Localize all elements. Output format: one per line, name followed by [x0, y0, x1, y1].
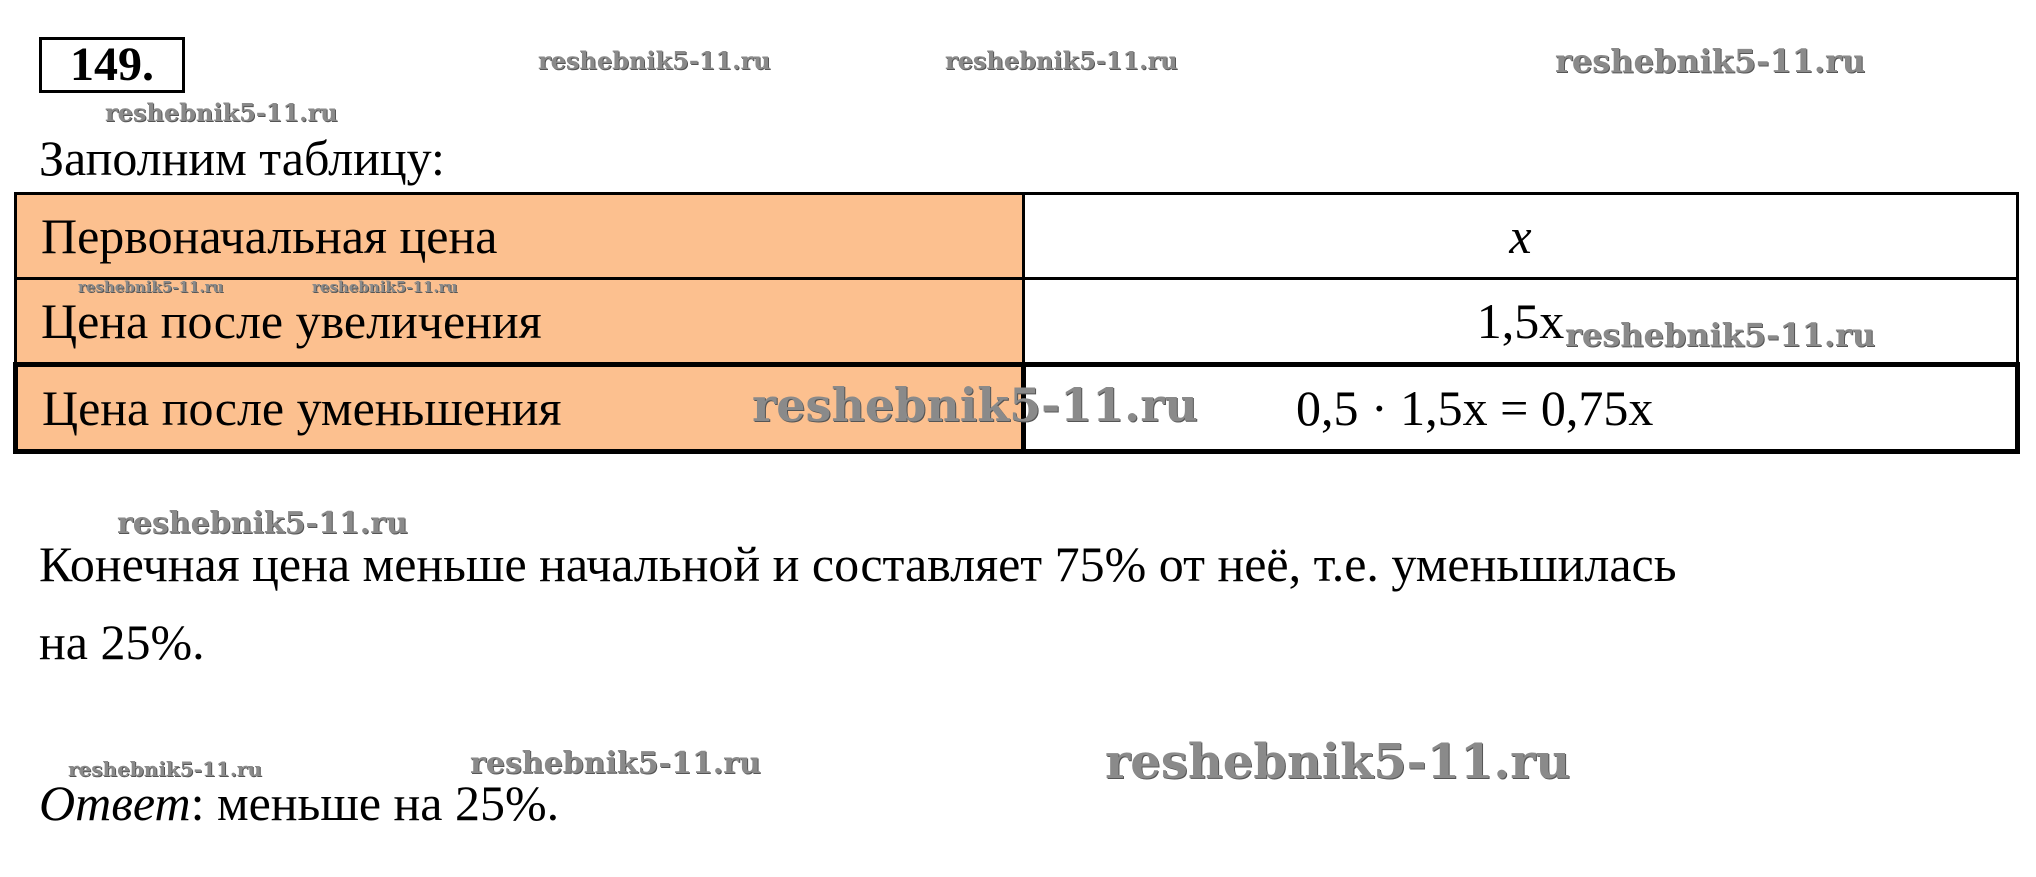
row-label: Первоначальная цена: [14, 192, 1025, 280]
intro-text: Заполним таблицу:: [39, 130, 445, 186]
watermark: reshebnik5-11.ru: [68, 757, 262, 781]
table-row: Первоначальная цена x: [14, 192, 2019, 280]
table-row: Цена после уменьшения 0,5 · 1,5x = 0,75x: [13, 362, 2020, 454]
price-table: Первоначальная цена x Цена после увеличе…: [13, 192, 2020, 454]
answer: Ответ: меньше на 25%.: [39, 773, 559, 833]
watermark: reshebnik5-11.ru: [1105, 734, 1571, 790]
watermark: reshebnik5-11.ru: [78, 278, 224, 296]
watermark: reshebnik5-11.ru: [752, 378, 1198, 432]
row-label: Цена после увеличения: [14, 277, 1025, 366]
watermark: reshebnik5-11.ru: [117, 506, 408, 541]
answer-text: : меньше на 25%.: [190, 775, 560, 831]
watermark: reshebnik5-11.ru: [945, 46, 1178, 75]
watermark: reshebnik5-11.ru: [105, 98, 338, 127]
row-value: 0,5 · 1,5x = 0,75x: [1021, 362, 2020, 454]
table-row: Цена после увеличения 1,5x: [14, 277, 2019, 366]
watermark: reshebnik5-11.ru: [470, 746, 761, 781]
watermark: reshebnik5-11.ru: [1555, 42, 1866, 80]
conclusion-line-1: Конечная цена меньше начальной и составл…: [39, 536, 1677, 592]
row-label: Цена после уменьшения: [13, 362, 1026, 454]
row-value: 1,5x: [1022, 277, 2019, 366]
watermark: reshebnik5-11.ru: [312, 278, 458, 296]
watermark: reshebnik5-11.ru: [1565, 316, 1876, 354]
row-value: x: [1022, 192, 2019, 280]
conclusion-line-2: на 25%.: [39, 614, 205, 670]
problem-number: 149.: [39, 37, 185, 93]
watermark: reshebnik5-11.ru: [538, 46, 771, 75]
answer-label: Ответ: [39, 775, 191, 831]
